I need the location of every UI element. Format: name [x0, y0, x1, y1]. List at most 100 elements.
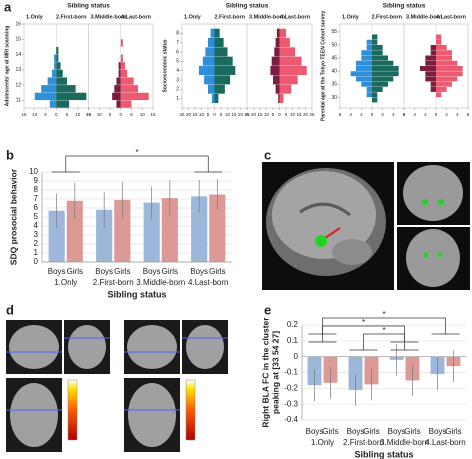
histogram-bar: [430, 50, 436, 56]
histogram-bar: [275, 84, 280, 94]
histogram-bar: [279, 38, 290, 48]
legend-label: 2.First-born: [214, 14, 245, 20]
y-tick-label: 8: [34, 185, 39, 194]
x-tick-label: 25: [244, 112, 250, 117]
x-tick-label: 2: [424, 112, 427, 117]
histogram-bar: [56, 46, 59, 55]
series-label: Girls: [162, 267, 178, 276]
x-tick-label: 0: [119, 112, 122, 117]
histogram-bar: [436, 92, 442, 98]
y-tick-label: -0.2: [284, 383, 298, 392]
y-tick-label: 6: [34, 203, 39, 212]
x-tick-label: 5: [44, 112, 47, 117]
x-tick-label: 5: [130, 112, 133, 117]
x-tick-label: 20: [303, 112, 309, 117]
y-tick-label: 13: [15, 67, 21, 73]
histogram-bar: [214, 94, 219, 104]
histogram-bar: [118, 69, 121, 78]
histogram-bar: [120, 62, 126, 70]
y-tick-label: 4: [176, 68, 179, 74]
significance-mark: *: [382, 326, 385, 335]
series-label: Boys: [190, 267, 208, 276]
x-tick-label: 15: [86, 112, 92, 117]
y-tick-label: 55: [331, 29, 337, 35]
histogram-bar: [372, 34, 378, 40]
x-tick-label: 4: [413, 112, 416, 117]
histogram-bar: [372, 50, 383, 56]
histogram-bar: [116, 77, 121, 85]
histogram-bar: [270, 66, 280, 76]
y-tick-label: 7: [176, 40, 179, 46]
y-tick-label: 40: [331, 69, 337, 75]
panel-label: a: [4, 0, 12, 14]
histogram-bar: [56, 69, 63, 78]
roi: [438, 199, 444, 205]
histogram-bar: [198, 66, 215, 76]
histogram-bar: [279, 28, 286, 38]
histogram-bar: [120, 54, 123, 62]
histogram-bar: [361, 50, 372, 56]
histogram-bar: [436, 45, 447, 50]
series-label: Girls: [363, 427, 379, 436]
roi: [423, 252, 429, 258]
histogram-bar: [279, 84, 292, 94]
histogram-bar: [356, 60, 372, 66]
x-tick-label: 10: [75, 112, 81, 117]
legend-label: 4.Last-born: [280, 14, 311, 20]
x-tick-label: 0: [213, 112, 216, 117]
histogram-bar: [366, 92, 372, 98]
x-tick-label: 5: [207, 112, 210, 117]
histogram-bar: [425, 60, 436, 66]
brain-images-c: [262, 162, 470, 290]
x-tick-label: 2.First-born: [93, 278, 134, 287]
chart-title: Sibling status: [67, 3, 110, 10]
x-tick-label: 5: [285, 112, 288, 117]
y-tick-label: 1: [34, 248, 39, 257]
series-label: Girls: [445, 427, 461, 436]
ventricle: [299, 202, 351, 217]
histogram-bar: [372, 45, 383, 50]
histogram-bar: [425, 76, 436, 82]
x-tick-label: 10: [97, 112, 103, 117]
x-tick-label: 25: [179, 112, 185, 117]
brain: [406, 229, 460, 287]
legend-label: 3.Middle-born: [91, 14, 128, 20]
legend-label: 3.Middle-born: [249, 14, 286, 20]
histogram-bar: [279, 47, 296, 57]
histogram-bar: [51, 69, 57, 78]
series-label: Boys: [347, 427, 365, 436]
y-tick-label: 4: [34, 221, 39, 230]
bar: [143, 202, 160, 262]
chart-title: Sibling status: [383, 3, 426, 10]
histogram-bar: [56, 100, 70, 108]
y-axis-label: Right BLA FC in the cluster: [260, 317, 270, 428]
histogram-bar: [214, 47, 228, 57]
histogram-bar: [361, 55, 372, 61]
x-tick-label: 20: [186, 112, 192, 117]
histogram-bar: [34, 92, 57, 101]
x-tick-label: 6: [403, 112, 406, 117]
image-set: [6, 320, 110, 452]
x-axis-label: Sibling status: [107, 289, 166, 299]
panel-label: d: [6, 302, 14, 317]
y-axis-label: Parental age at the Tokyo TEEN Cohort su…: [320, 11, 326, 121]
histogram-bar: [372, 66, 399, 71]
y-tick-label: 3: [176, 77, 179, 83]
x-tick-label: 5: [220, 112, 223, 117]
histogram-bar: [276, 28, 280, 38]
histogram-bar: [56, 92, 87, 101]
histogram-bar: [430, 45, 436, 50]
histogram-bar: [114, 85, 121, 93]
histogram-bar: [279, 56, 302, 66]
bar: [209, 194, 226, 262]
histogram-bar: [279, 66, 307, 76]
y-tick-label: 6: [176, 49, 179, 55]
histogram-bar: [118, 62, 121, 70]
histogram-bar: [372, 81, 388, 87]
x-tick-label: 2.First-born: [343, 438, 384, 447]
histogram-bar: [350, 71, 372, 77]
roi: [437, 252, 443, 258]
legend-label: 1.Only: [342, 14, 360, 20]
x-tick-label: 10: [225, 112, 231, 117]
